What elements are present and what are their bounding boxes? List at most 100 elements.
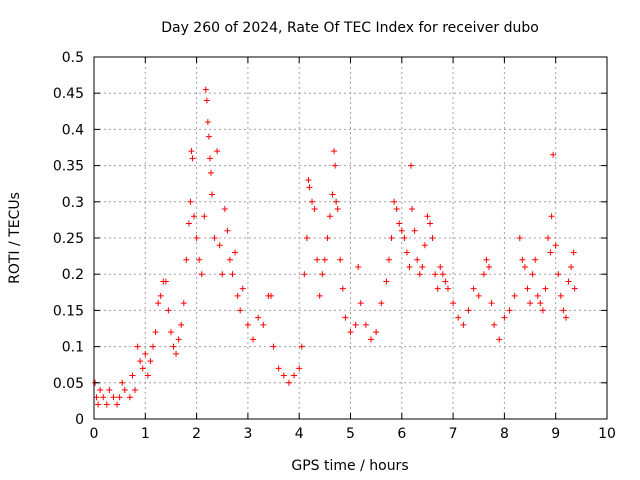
data-point	[202, 86, 209, 93]
data-point	[237, 307, 244, 314]
y-tick-label: 0.1	[62, 340, 84, 356]
data-point	[347, 329, 354, 336]
data-point	[132, 387, 139, 394]
data-point	[126, 394, 133, 401]
data-point	[229, 271, 236, 278]
data-point	[393, 206, 400, 213]
data-point	[550, 151, 557, 158]
data-point	[501, 314, 508, 321]
data-point	[119, 379, 126, 386]
data-point	[333, 198, 340, 205]
data-point	[191, 213, 198, 220]
data-point	[224, 227, 231, 234]
data-point	[332, 162, 339, 169]
data-point	[398, 227, 405, 234]
data-point	[201, 213, 208, 220]
x-axis-label: GPS time / hours	[291, 458, 408, 474]
data-point	[203, 97, 210, 104]
data-point	[491, 321, 498, 328]
data-point	[139, 365, 146, 372]
data-point	[383, 278, 390, 285]
data-point	[110, 394, 117, 401]
data-point	[155, 300, 162, 307]
data-point	[521, 263, 528, 270]
data-point	[409, 206, 416, 213]
data-point	[116, 394, 123, 401]
data-point	[506, 307, 513, 314]
data-point	[324, 235, 331, 241]
data-point	[511, 292, 518, 299]
data-point	[180, 300, 187, 307]
data-point	[226, 256, 233, 263]
data-point	[416, 271, 423, 278]
data-point	[532, 256, 539, 263]
data-point	[403, 249, 410, 256]
data-point	[537, 300, 544, 307]
data-point	[206, 155, 213, 162]
data-point	[185, 220, 192, 227]
x-tick-label: 6	[397, 426, 406, 442]
data-point	[331, 148, 338, 155]
y-tick-label: 0.35	[53, 159, 84, 175]
data-point	[342, 314, 349, 321]
data-point	[534, 292, 541, 299]
data-point	[165, 307, 172, 314]
data-point	[167, 329, 174, 336]
data-point	[275, 365, 282, 372]
data-point	[93, 394, 100, 401]
data-point	[437, 263, 444, 270]
data-point	[306, 184, 313, 191]
x-tick-label: 5	[346, 426, 355, 442]
data-point	[106, 387, 113, 394]
data-point	[193, 235, 200, 241]
x-tick-label: 8	[500, 426, 509, 442]
data-point	[429, 235, 436, 241]
data-point	[547, 249, 554, 256]
y-tick-label: 0.5	[62, 50, 84, 66]
data-point	[444, 285, 451, 292]
data-point	[408, 162, 415, 169]
y-tick-label: 0.4	[62, 122, 84, 138]
data-point	[396, 220, 403, 227]
data-point	[244, 321, 251, 328]
data-point	[196, 256, 203, 263]
data-point	[157, 292, 164, 299]
data-point	[97, 387, 104, 394]
data-point	[95, 401, 102, 408]
data-point	[137, 358, 144, 365]
data-point	[414, 256, 421, 263]
data-point	[188, 148, 195, 155]
data-point	[555, 271, 562, 278]
data-point	[373, 329, 380, 336]
data-point	[357, 300, 364, 307]
data-point	[147, 358, 154, 365]
data-point	[442, 278, 449, 285]
data-point	[239, 285, 246, 292]
data-point	[216, 242, 223, 249]
data-point	[316, 292, 323, 299]
axis-ticks	[93, 56, 608, 420]
data-point	[175, 336, 182, 343]
data-point	[486, 263, 493, 270]
data-point	[391, 198, 398, 205]
x-tick-label: 7	[449, 426, 458, 442]
data-point	[334, 206, 341, 213]
data-point	[211, 235, 218, 241]
data-point	[296, 365, 303, 372]
data-point	[267, 292, 274, 299]
data-point	[362, 321, 369, 328]
data-point	[205, 133, 212, 140]
grid-lines	[94, 57, 607, 419]
data-point	[321, 256, 328, 263]
data-point	[570, 249, 577, 256]
data-point	[198, 271, 205, 278]
data-point	[305, 177, 312, 184]
data-point	[255, 314, 262, 321]
x-tick-label: 9	[551, 426, 560, 442]
data-point	[562, 314, 569, 321]
data-point	[352, 321, 359, 328]
data-point	[432, 271, 439, 278]
data-point	[427, 220, 434, 227]
data-point	[378, 300, 385, 307]
